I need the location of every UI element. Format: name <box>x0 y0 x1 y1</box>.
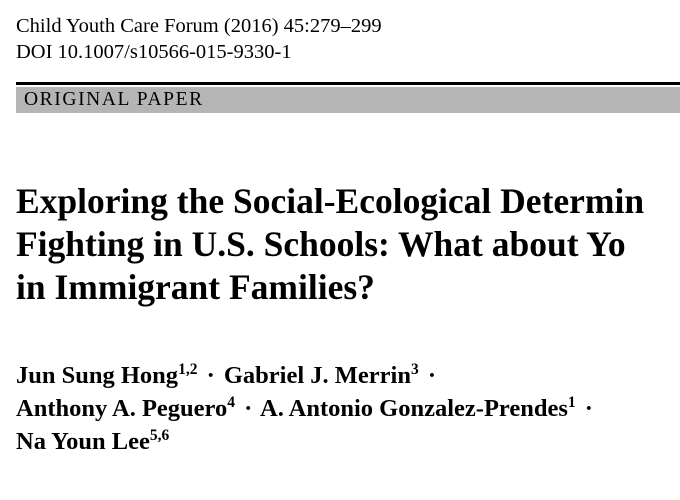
title-line: Fighting in U.S. Schools: What about Yo <box>16 224 626 264</box>
author-affiliation: 1,2 <box>178 361 198 378</box>
author-name[interactable]: Na Youn Lee <box>16 428 150 455</box>
author-affiliation: 1 <box>567 394 576 411</box>
journal-citation: Child Youth Care Forum (2016) 45:279–299 <box>16 15 382 37</box>
author-line: Jun Sung Hong1,2 · Gabriel J. Merrin3 · <box>16 359 596 392</box>
author-affiliation: 3 <box>410 361 419 378</box>
author-separator: · <box>427 362 437 389</box>
author-affiliation: 4 <box>227 394 235 411</box>
article-type-banner: ORIGINAL PAPER <box>16 87 680 113</box>
author-affiliation: 5,6 <box>149 427 170 444</box>
author-name[interactable]: Gabriel J. Merrin <box>223 362 411 389</box>
author-name[interactable]: A. Antonio Gonzalez-Prendes <box>260 395 568 422</box>
author-line: Anthony A. Peguero4 · A. Antonio Gonzale… <box>16 392 596 425</box>
title-line: Exploring the Social-Ecological Determin <box>16 181 645 221</box>
author-line: Na Youn Lee5,6 <box>16 425 596 458</box>
doi-line: DOI 10.1007/s10566-015-9330-1 <box>16 41 292 63</box>
author-list: Jun Sung Hong1,2 · Gabriel J. Merrin3 · … <box>16 359 596 458</box>
author-name[interactable]: Anthony A. Peguero <box>16 395 228 422</box>
author-separator: · <box>244 395 253 422</box>
author-separator: · <box>584 395 593 422</box>
author-name[interactable]: Jun Sung Hong <box>16 362 179 389</box>
article-type-label: ORIGINAL PAPER <box>24 89 204 110</box>
title-line: in Immigrant Families? <box>16 267 375 307</box>
article-title: Exploring the Social-Ecological Determin… <box>16 180 644 309</box>
author-separator: · <box>206 362 215 389</box>
header-rule <box>16 82 680 85</box>
